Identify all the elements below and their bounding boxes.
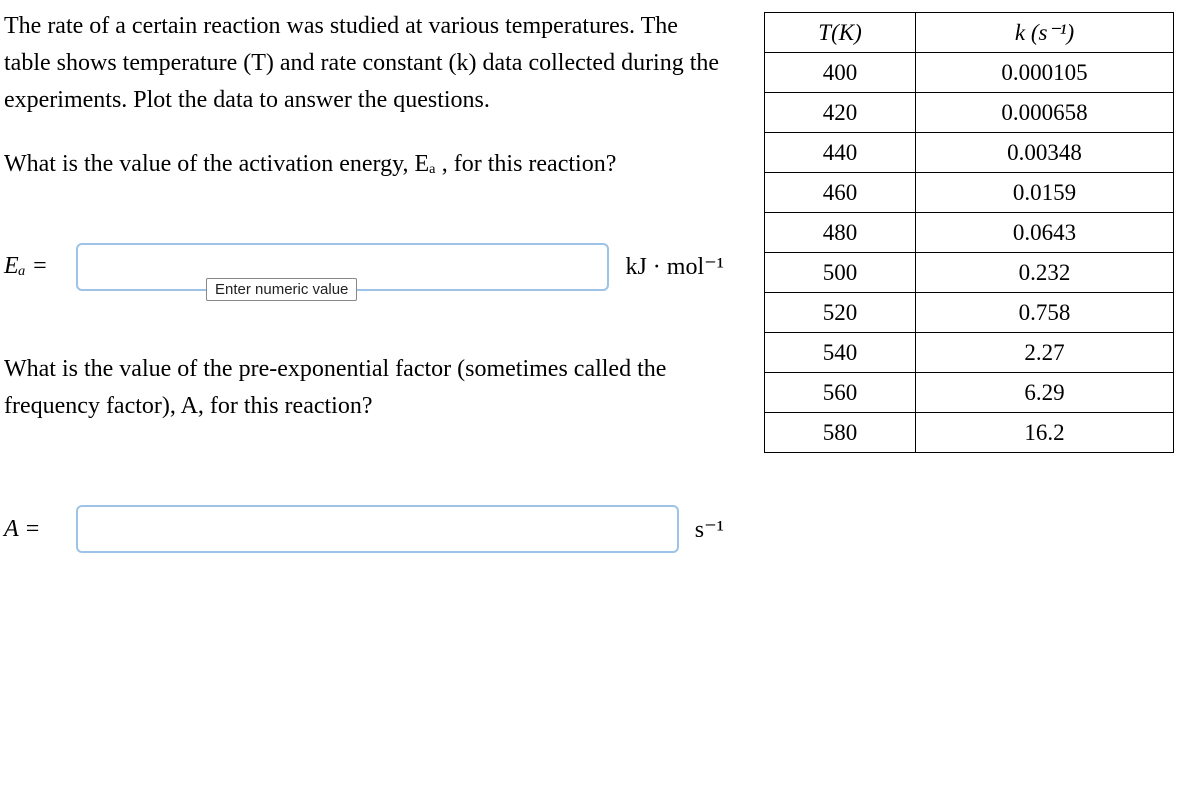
- cell-rate-constant: 0.000105: [916, 53, 1174, 93]
- cell-temperature: 540: [765, 333, 916, 373]
- rate-data-table: T(K) k (s⁻¹) 4000.0001054200.0006584400.…: [764, 12, 1174, 453]
- cell-temperature: 420: [765, 93, 916, 133]
- cell-temperature: 580: [765, 413, 916, 453]
- cell-rate-constant: 0.758: [916, 293, 1174, 333]
- question-1: What is the value of the activation ener…: [4, 146, 724, 183]
- question-2: What is the value of the pre-exponential…: [4, 351, 724, 425]
- a-unit: s⁻¹: [695, 515, 724, 544]
- cell-temperature: 460: [765, 173, 916, 213]
- ea-input-row: Eₐ = Enter numeric value kJ · mol⁻¹: [4, 243, 724, 291]
- cell-temperature: 560: [765, 373, 916, 413]
- ea-input-hint: Enter numeric value: [206, 278, 357, 301]
- ea-unit: kJ · mol⁻¹: [625, 252, 724, 281]
- cell-rate-constant: 6.29: [916, 373, 1174, 413]
- cell-temperature: 440: [765, 133, 916, 173]
- col-header-temperature: T(K): [765, 13, 916, 53]
- cell-rate-constant: 0.0643: [916, 213, 1174, 253]
- cell-rate-constant: 0.000658: [916, 93, 1174, 133]
- cell-rate-constant: 0.232: [916, 253, 1174, 293]
- table-header-row: T(K) k (s⁻¹): [765, 13, 1174, 53]
- table-row: 5402.27: [765, 333, 1174, 373]
- table-row: 5000.232: [765, 253, 1174, 293]
- cell-temperature: 520: [765, 293, 916, 333]
- cell-rate-constant: 0.0159: [916, 173, 1174, 213]
- col-header-rate-constant: k (s⁻¹): [916, 13, 1174, 53]
- a-input[interactable]: [76, 505, 679, 553]
- table-row: 4800.0643: [765, 213, 1174, 253]
- table-row: 58016.2: [765, 413, 1174, 453]
- cell-temperature: 480: [765, 213, 916, 253]
- ea-equals-label: Eₐ =: [4, 253, 60, 280]
- table-row: 4200.000658: [765, 93, 1174, 133]
- table-row: 4000.000105: [765, 53, 1174, 93]
- cell-temperature: 400: [765, 53, 916, 93]
- a-input-wrap: [76, 505, 679, 553]
- cell-rate-constant: 2.27: [916, 333, 1174, 373]
- table-row: 4400.00348: [765, 133, 1174, 173]
- a-equals-label: A =: [4, 516, 60, 543]
- table-row: 5606.29: [765, 373, 1174, 413]
- table-row: 5200.758: [765, 293, 1174, 333]
- cell-temperature: 500: [765, 253, 916, 293]
- ea-input-wrap: Enter numeric value: [76, 243, 609, 291]
- a-input-row: A = s⁻¹: [4, 505, 724, 553]
- table-row: 4600.0159: [765, 173, 1174, 213]
- cell-rate-constant: 0.00348: [916, 133, 1174, 173]
- cell-rate-constant: 16.2: [916, 413, 1174, 453]
- intro-paragraph: The rate of a certain reaction was studi…: [4, 8, 724, 120]
